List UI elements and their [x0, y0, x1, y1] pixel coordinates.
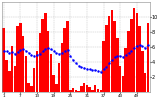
- Bar: [36, 51, 38, 92]
- Bar: [102, 41, 105, 92]
- Bar: [41, 18, 44, 92]
- Bar: [19, 23, 22, 92]
- Bar: [86, 85, 88, 92]
- Bar: [147, 23, 149, 92]
- Bar: [144, 73, 146, 92]
- Bar: [122, 76, 124, 92]
- Bar: [130, 18, 132, 92]
- Bar: [58, 63, 60, 92]
- Bar: [72, 88, 74, 92]
- Bar: [141, 51, 144, 92]
- Bar: [69, 90, 72, 92]
- Bar: [94, 85, 96, 92]
- Bar: [138, 26, 141, 92]
- Bar: [55, 84, 58, 92]
- Bar: [14, 66, 16, 92]
- Bar: [5, 60, 8, 92]
- Bar: [28, 83, 30, 92]
- Bar: [113, 21, 116, 92]
- Bar: [88, 87, 91, 92]
- Bar: [127, 30, 130, 92]
- Bar: [100, 90, 102, 92]
- Bar: [30, 86, 33, 92]
- Bar: [50, 54, 52, 92]
- Bar: [44, 13, 47, 92]
- Bar: [124, 48, 127, 92]
- Bar: [108, 16, 110, 92]
- Bar: [105, 25, 108, 92]
- Bar: [61, 43, 63, 92]
- Bar: [33, 68, 36, 92]
- Bar: [80, 86, 83, 92]
- Bar: [39, 34, 41, 92]
- Bar: [8, 71, 11, 92]
- Bar: [91, 90, 94, 92]
- Bar: [75, 90, 77, 92]
- Bar: [64, 28, 66, 92]
- Bar: [83, 83, 85, 92]
- Bar: [97, 89, 99, 92]
- Bar: [136, 13, 138, 92]
- Bar: [66, 21, 69, 92]
- Bar: [11, 46, 13, 92]
- Bar: [77, 91, 80, 92]
- Bar: [111, 10, 113, 92]
- Bar: [119, 66, 121, 92]
- Bar: [22, 36, 24, 92]
- Bar: [16, 26, 19, 92]
- Bar: [25, 56, 27, 92]
- Bar: [3, 28, 5, 92]
- Bar: [133, 8, 135, 92]
- Bar: [116, 38, 119, 92]
- Bar: [52, 75, 55, 92]
- Bar: [47, 30, 49, 92]
